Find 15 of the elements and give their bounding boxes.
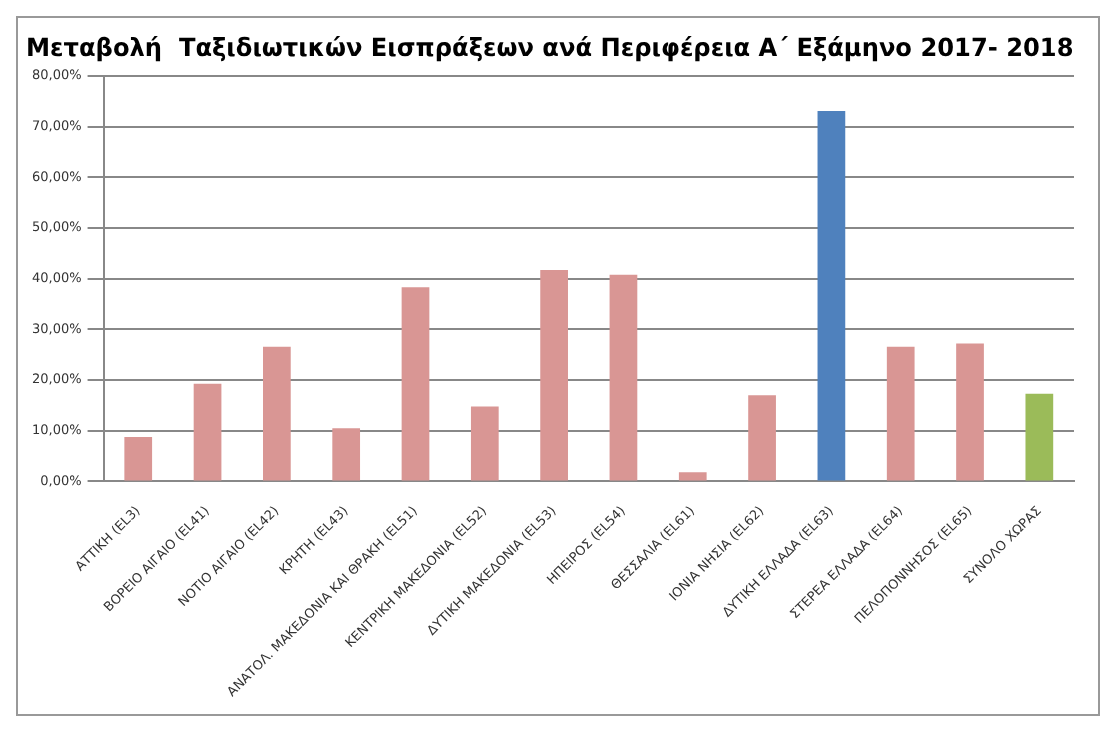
- bar: [748, 395, 776, 481]
- bar: [540, 270, 568, 481]
- bar: [470, 406, 499, 481]
- bar: [609, 274, 638, 481]
- chart-title: Μεταβολή Ταξιδιωτικών Εισπράξεων ανά Περιφέρεια Α΄ Εξάμηνο 2017- 2018: [26, 33, 1074, 62]
- bar: [332, 428, 361, 481]
- bar: [817, 110, 846, 481]
- bar: [193, 383, 222, 481]
- bar: [401, 287, 430, 481]
- bar: [1025, 393, 1054, 481]
- bar: [956, 343, 984, 481]
- bar: [886, 346, 915, 481]
- bar: [678, 472, 707, 481]
- bar: [263, 346, 291, 481]
- bar: [124, 436, 153, 481]
